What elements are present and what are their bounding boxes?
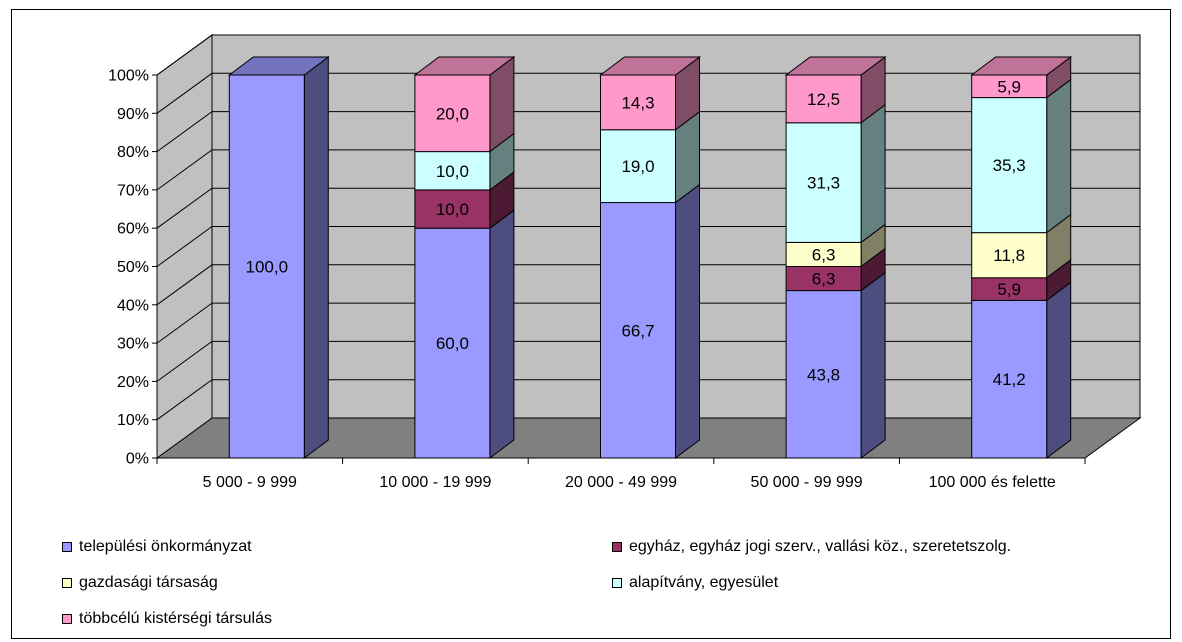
data-label: 19,0 — [621, 157, 654, 176]
bar-segment — [600, 129, 676, 204]
data-label: 31,3 — [807, 174, 840, 193]
gridline — [156, 34, 1140, 76]
bar-segment-side — [675, 183, 700, 459]
bar-top-face — [227, 56, 330, 76]
y-tick-label: 80% — [117, 144, 149, 161]
bar-top-face — [970, 56, 1073, 76]
bar-segment — [785, 122, 862, 243]
data-label: 6,3 — [812, 270, 836, 289]
bar-segment-side — [1046, 281, 1072, 459]
data-label: 10,0 — [436, 200, 469, 219]
bar-segment — [414, 227, 491, 459]
y-tick-label: 0% — [126, 451, 149, 468]
bar-segment — [785, 74, 862, 124]
y-tick-label: 40% — [117, 297, 149, 314]
data-label: 10,0 — [436, 162, 469, 181]
bar-segment — [785, 241, 862, 267]
data-label: 5,9 — [997, 280, 1021, 299]
data-label: 66,7 — [621, 321, 654, 340]
bar-segment — [971, 232, 1048, 279]
y-tick-label: 20% — [117, 374, 149, 391]
bar-top-face — [784, 56, 887, 76]
bar-segment — [600, 74, 676, 131]
data-label: 5,9 — [997, 77, 1021, 96]
data-label: 43,8 — [807, 365, 840, 384]
data-label: 60,0 — [436, 334, 469, 353]
bar-segment — [228, 74, 305, 459]
bar-segment — [600, 202, 676, 459]
bar-top-face — [599, 56, 701, 76]
x-category-label: 100 000 és felette — [929, 474, 1056, 491]
x-category-label: 50 000 - 99 999 — [751, 474, 863, 491]
data-label: 11,8 — [993, 246, 1025, 265]
bar-segment-side — [1046, 78, 1072, 234]
y-tick-label: 10% — [117, 412, 149, 429]
y-tick-label: 70% — [117, 182, 149, 199]
bar-segment-side — [860, 271, 886, 459]
data-label: 41,2 — [993, 370, 1026, 389]
bar-segment-side — [489, 209, 515, 459]
bar-segment — [414, 74, 491, 153]
bar-top-face — [413, 56, 516, 76]
x-category-label: 5 000 - 9 999 — [203, 474, 297, 491]
data-label: 100,0 — [246, 258, 289, 277]
y-tick-label: 90% — [117, 106, 149, 123]
bar-segment — [414, 189, 491, 229]
bar-segment-side — [303, 56, 329, 459]
y-tick-label: 60% — [117, 221, 149, 238]
y-tick-label: 100% — [108, 68, 149, 85]
bar-segment — [971, 299, 1048, 459]
x-category-label: 10 000 - 19 999 — [379, 474, 491, 491]
y-tick-label: 50% — [117, 259, 149, 276]
x-category-label: 20 000 - 49 999 — [565, 474, 677, 491]
data-label: 35,3 — [993, 156, 1026, 175]
bar-segment — [785, 266, 862, 292]
bar-segment — [785, 290, 862, 459]
data-label: 6,3 — [812, 245, 836, 264]
y-tick-label: 30% — [117, 336, 149, 353]
data-label: 14,3 — [621, 93, 654, 112]
bar-segment-side — [860, 103, 886, 244]
data-label: 20,0 — [436, 104, 469, 123]
data-label: 12,5 — [807, 90, 840, 109]
bar-segment — [414, 151, 491, 191]
